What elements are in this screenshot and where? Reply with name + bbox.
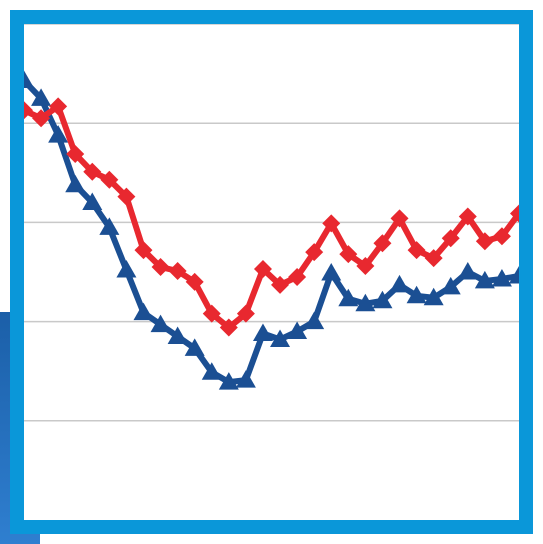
diamond-marker [236,304,255,323]
triangle-marker [423,287,444,306]
triangle-marker [99,217,120,235]
diamond-marker [253,260,272,279]
triangle-marker [252,323,273,342]
triangle-marker [287,321,308,340]
triangle-marker [304,311,325,330]
triangle-marker [218,372,239,390]
triangle-marker [82,192,103,211]
diamond-marker [134,241,153,260]
series-layer [24,70,519,390]
triangle-marker [270,329,291,347]
diamond-marker [66,144,85,163]
triangle-marker [150,314,171,333]
diamond-marker [407,241,426,260]
triangle-marker [235,370,256,388]
series-line [24,78,519,386]
diamond-marker [356,257,375,276]
diamond-marker [168,262,187,281]
triangle-marker [65,174,86,193]
triangle-marker [355,293,376,312]
diamond-marker [441,229,460,248]
triangle-marker [372,290,393,309]
triangle-marker [201,362,222,380]
triangle-marker [457,262,478,280]
diamond-marker [202,304,221,323]
chart-frame [10,10,533,534]
gridlines [24,24,519,422]
series-diamond [24,97,519,337]
diamond-marker [117,187,136,206]
diamond-marker [288,267,307,286]
triangle-marker [338,288,359,307]
diamond-marker [305,243,324,262]
line-chart [24,24,519,422]
diamond-marker [185,272,204,291]
diamond-marker [151,258,170,277]
triangle-marker [321,262,342,281]
diamond-marker [510,204,519,223]
diamond-marker [219,318,238,337]
diamond-marker [100,170,119,189]
triangle-marker [48,125,69,143]
triangle-marker [440,276,461,295]
diamond-marker [83,162,102,181]
triangle-marker [31,88,52,106]
diamond-marker [24,101,33,120]
diamond-marker [32,109,51,128]
triangle-marker [116,260,137,278]
diamond-marker [49,97,68,116]
diamond-marker [390,209,409,228]
diamond-marker [475,232,494,251]
triangle-marker [491,268,512,287]
diamond-marker [339,245,358,264]
diamond-marker [322,214,341,233]
diamond-marker [458,207,477,226]
series-triangle [24,70,519,390]
diamond-marker [424,249,443,268]
diamond-marker [271,275,290,294]
triangle-marker [184,338,205,356]
diamond-marker [492,227,511,246]
triangle-marker [24,70,34,89]
triangle-marker [389,274,410,293]
triangle-marker [406,285,427,304]
diamond-marker [373,234,392,253]
triangle-marker [133,302,154,321]
triangle-marker [474,270,495,289]
triangle-marker [167,326,188,344]
